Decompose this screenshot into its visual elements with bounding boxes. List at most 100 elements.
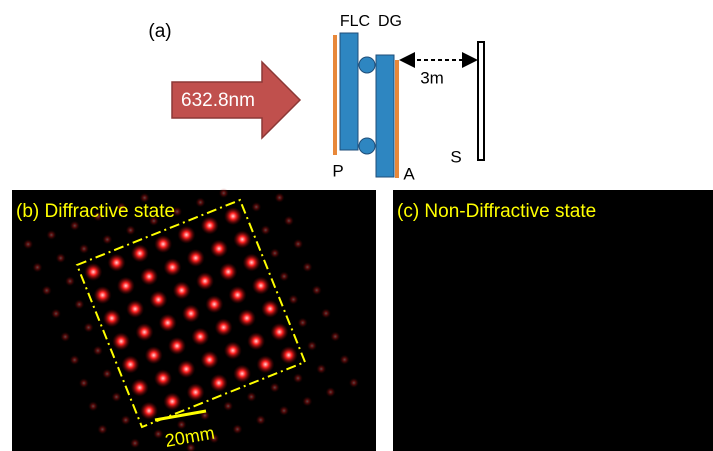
diffraction-spot (168, 337, 186, 355)
diffraction-spot (84, 263, 102, 281)
diffraction-spot (224, 342, 242, 360)
diffraction-spot (247, 332, 265, 350)
diffraction-spot (79, 378, 89, 388)
diffraction-spot (302, 396, 312, 406)
diffraction-spot (256, 415, 266, 425)
diffraction-spot (229, 286, 247, 304)
diffraction-spot (51, 309, 61, 319)
diffraction-spot (233, 230, 251, 248)
diffraction-spot (65, 276, 75, 286)
diffraction-spot (177, 360, 195, 378)
diffraction-spot (256, 355, 274, 373)
diffraction-spot (279, 271, 289, 281)
diffraction-spot (163, 258, 181, 276)
diffraction-spot (312, 285, 322, 295)
diffraction-spot (223, 401, 233, 411)
panel-label: (a) (148, 21, 171, 42)
diffraction-spot (219, 263, 237, 281)
diffraction-spot (60, 332, 70, 342)
diffraction-spot (130, 438, 140, 448)
diffraction-spot (140, 402, 158, 420)
diffraction-spot (210, 240, 228, 258)
diffraction-spot (131, 379, 149, 397)
wavelength-label: 632.8nm (181, 90, 255, 111)
diffraction-spot (103, 309, 121, 327)
diffraction-spot (102, 369, 112, 379)
diffraction-spot (284, 216, 294, 226)
diffraction-spot (111, 392, 121, 402)
diffraction-spot (145, 346, 163, 364)
diffraction-spot (56, 253, 66, 263)
diffraction-spot (279, 406, 289, 416)
diffraction-spot (307, 341, 317, 351)
diffraction-spot (238, 309, 256, 327)
diffraction-spot (23, 239, 33, 249)
diffraction-spot (293, 373, 303, 383)
diffraction-spot (102, 235, 112, 245)
diffraction-spot (224, 207, 242, 225)
diffraction-spot (340, 355, 350, 365)
diffraction-spot (149, 291, 167, 309)
diffraction-spot (140, 268, 158, 286)
diffraction-spot (246, 392, 256, 402)
diffraction-spot (261, 225, 271, 235)
analyzer (395, 60, 399, 178)
page: {"panel_a": {"label": "(a)", "wavelength… (0, 0, 713, 451)
panel-c (393, 190, 713, 451)
diffraction-spot (70, 355, 80, 365)
diffraction-spot (275, 193, 285, 203)
diffraction-spot (195, 197, 205, 207)
diffraction-spot (154, 369, 172, 387)
distance-label: 3m (420, 68, 444, 87)
diffraction-spot (97, 424, 107, 434)
diffraction-spot (79, 244, 89, 254)
diffraction-spot (121, 415, 131, 425)
dg-label: DG (378, 13, 402, 30)
panel-title: (b) Diffractive state (16, 201, 175, 222)
flc-label: FLC (340, 13, 370, 30)
diffraction-spot (177, 226, 195, 244)
diffraction-spot (121, 356, 139, 374)
diffraction-spot (154, 235, 172, 253)
analyzer-label: A (403, 164, 415, 183)
diffraction-spot (251, 202, 261, 212)
diffraction-spot (298, 318, 308, 328)
diffraction-spot (131, 244, 149, 262)
diffraction-spot (270, 323, 288, 341)
diffraction-spot (326, 387, 336, 397)
diffraction-spot (205, 295, 223, 313)
diffraction-spot (117, 277, 135, 295)
diffraction-spot (349, 378, 359, 388)
diffraction-spot (32, 262, 42, 272)
diffraction-spot (126, 225, 136, 235)
diffraction-spot (215, 318, 233, 336)
diffraction-spot (302, 262, 312, 272)
diffraction-spot (42, 286, 52, 296)
flc-cell (340, 33, 358, 150)
panel-title: (c) Non-Diffractive state (397, 201, 596, 222)
diffraction-spot (153, 429, 163, 439)
diffraction-spot (93, 346, 103, 356)
diffraction-spot (280, 346, 298, 364)
diffraction-spot (126, 300, 144, 318)
diffraction-spot (196, 272, 214, 290)
diffraction-spot (252, 277, 270, 295)
diffraction-spot (210, 374, 228, 392)
diffraction-spot (108, 254, 126, 272)
diffraction-spot (159, 314, 177, 332)
spacer (359, 138, 375, 154)
screen-label: S (450, 147, 461, 166)
spacer (359, 57, 375, 73)
diffraction-spot (261, 300, 279, 318)
diffraction-spot (232, 424, 242, 434)
figure: (a) 632.8nm FLC DG 3m P A S 20mm (b) Dif… (0, 0, 713, 451)
diffraction-spot (88, 401, 98, 411)
diffraction-spot (321, 308, 331, 318)
diffraction-spot (187, 249, 205, 267)
diffraction-spot (233, 365, 251, 383)
diffraction-spot (270, 383, 280, 393)
diffraction-spot (70, 221, 80, 231)
diffraction-spot (46, 230, 56, 240)
diffraction-spot (270, 248, 280, 258)
diffraction-spot (112, 332, 130, 350)
